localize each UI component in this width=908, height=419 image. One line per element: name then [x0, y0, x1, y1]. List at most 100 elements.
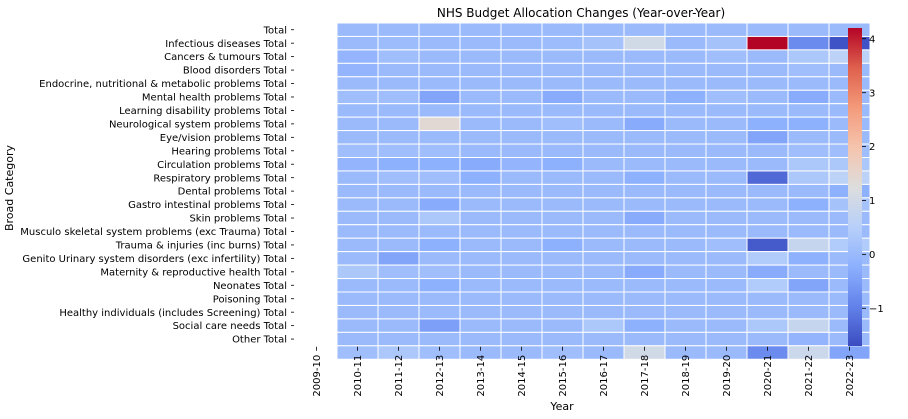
heatmap-cell [377, 237, 420, 253]
heatmap-cell [664, 304, 707, 320]
heatmap-cell [336, 251, 379, 266]
heatmap-cell [541, 264, 584, 280]
heatmap-cell [541, 170, 584, 185]
heatmap-cell [746, 278, 789, 293]
heatmap-cell [746, 35, 789, 51]
heatmap-cell [787, 49, 830, 64]
heatmap-cell [459, 331, 502, 347]
heatmap-cell [705, 331, 748, 347]
heatmap-cell [746, 331, 789, 347]
heatmap-cell [746, 291, 789, 306]
heatmap-cell [500, 210, 543, 226]
heatmap-cell [664, 22, 707, 37]
heatmap-cell [787, 143, 830, 159]
heatmap-cell [746, 49, 789, 64]
heatmap-cell [336, 183, 379, 199]
heatmap-cell [500, 22, 543, 37]
heatmap-cell [418, 210, 461, 226]
heatmap-cell [623, 157, 666, 172]
heatmap-cell [582, 251, 625, 266]
heatmap-cell [746, 130, 789, 145]
colorbar-tick-label: 1 [869, 196, 875, 207]
heatmap-cell [623, 76, 666, 91]
heatmap-cell [459, 103, 502, 118]
heatmap-cell [787, 157, 830, 172]
y-tick-label: Mental health problems Total [142, 93, 287, 104]
x-tick-label: 2021-22 [804, 355, 815, 397]
heatmap-cell [664, 62, 707, 78]
heatmap-cell [336, 237, 379, 253]
heatmap-cell [705, 76, 748, 91]
heatmap-cell [377, 183, 420, 199]
heatmap-cell [705, 318, 748, 333]
heatmap-cell [787, 130, 830, 145]
heatmap-cell [623, 237, 666, 253]
x-tick-label: 2017-18 [640, 355, 651, 397]
heatmap-cell [705, 157, 748, 172]
heatmap-cell [623, 264, 666, 280]
heatmap-cell [705, 49, 748, 64]
heatmap-cell [541, 251, 584, 266]
heatmap-cell [582, 143, 625, 159]
heatmap-cell [377, 304, 420, 320]
x-tick-label: 2015-16 [558, 355, 569, 397]
heatmap-cell [746, 251, 789, 266]
heatmap-cell [746, 264, 789, 280]
heatmap-cell [500, 278, 543, 293]
heatmap-cell [787, 331, 830, 347]
heatmap-cell [664, 103, 707, 118]
y-tick-label: Other Total [232, 335, 287, 346]
heatmap-cell [377, 224, 420, 239]
heatmap-cell [705, 197, 748, 212]
heatmap-cell [582, 62, 625, 78]
heatmap-cell [500, 35, 543, 51]
heatmap-cell [787, 318, 830, 333]
heatmap-cell [705, 251, 748, 266]
heatmap-cell [336, 143, 379, 159]
heatmap-cell [664, 210, 707, 226]
heatmap-cell [336, 103, 379, 118]
heatmap-cell [623, 116, 666, 132]
heatmap-cell [746, 22, 789, 37]
heatmap-cell [377, 103, 420, 118]
heatmap-cell [541, 224, 584, 239]
y-tick-label: Genito Urinary system disorders (exc inf… [22, 254, 287, 265]
heatmap-cell [787, 224, 830, 239]
heatmap-cell [500, 224, 543, 239]
x-tick-label: 2013-14 [476, 355, 487, 397]
heatmap-cell [336, 318, 379, 333]
heatmap-cell [664, 237, 707, 253]
heatmap-cell [336, 49, 379, 64]
heatmap-cell [418, 291, 461, 306]
heatmap-cell [336, 264, 379, 280]
y-tick-label: Cancers & tumours Total [164, 52, 287, 63]
heatmap-cell [705, 35, 748, 51]
heatmap-cell [623, 331, 666, 347]
heatmap-cell [582, 197, 625, 212]
heatmap-cell [664, 116, 707, 132]
heatmap-cell [582, 89, 625, 105]
heatmap-cell [541, 116, 584, 132]
heatmap-cell [336, 116, 379, 132]
heatmap-cell [746, 170, 789, 185]
heatmap-cell [459, 304, 502, 320]
heatmap-cell [787, 210, 830, 226]
heatmap-cell [623, 251, 666, 266]
heatmap-cell [582, 103, 625, 118]
heatmap-cell [500, 170, 543, 185]
y-tick-label: Neurological system problems Total [109, 119, 287, 130]
heatmap-cell [336, 197, 379, 212]
y-tick-label: Musculo skeletal system problems (exc Tr… [20, 227, 287, 238]
heatmap-cell [664, 130, 707, 145]
heatmap-cell [377, 251, 420, 266]
heatmap-cell [500, 197, 543, 212]
heatmap-cell [787, 183, 830, 199]
heatmap-cell [664, 264, 707, 280]
heatmap-cell [787, 76, 830, 91]
heatmap-cell [664, 318, 707, 333]
heatmap-cell [459, 116, 502, 132]
y-tick-label: Maternity & reproductive health Total [100, 267, 287, 278]
heatmap-cell [336, 304, 379, 320]
x-tick-label: 2009-10 [312, 355, 323, 397]
heatmap-cell [377, 116, 420, 132]
